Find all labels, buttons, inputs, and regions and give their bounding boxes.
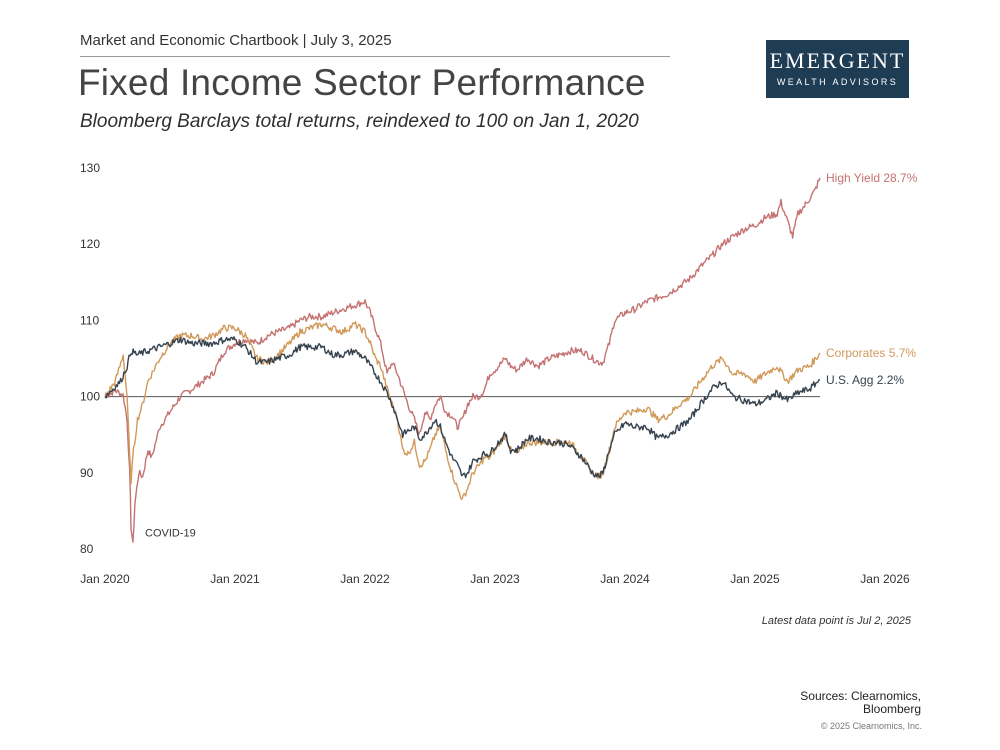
x-tick-label: Jan 2026 xyxy=(860,572,910,586)
series-line-u-s-agg xyxy=(104,336,820,479)
y-tick-label: 120 xyxy=(80,237,100,251)
page-title: Fixed Income Sector Performance xyxy=(78,62,646,103)
logo-main-text: Emergent xyxy=(769,48,906,73)
x-tick-label: Jan 2022 xyxy=(340,572,390,586)
series-end-label-u-s-agg: U.S. Agg 2.2% xyxy=(826,373,904,387)
x-tick-label: Jan 2023 xyxy=(470,572,520,586)
y-tick-label: 110 xyxy=(80,313,99,327)
copyright-text: © 2025 Clearnomics, Inc. xyxy=(820,721,922,731)
page-subtitle: Bloomberg Barclays total returns, reinde… xyxy=(80,111,639,132)
y-tick-label: 100 xyxy=(80,390,100,404)
y-tick-label: 130 xyxy=(80,161,100,175)
x-tick-label: Jan 2020 xyxy=(80,572,130,586)
x-tick-label: Jan 2025 xyxy=(730,572,780,586)
series-end-label-high-yield: High Yield 28.7% xyxy=(826,171,918,185)
series-end-label-corporates: Corporates 5.7% xyxy=(826,346,916,360)
company-logo: Emergent Wealth Advisors xyxy=(766,40,909,98)
y-tick-label: 80 xyxy=(80,542,94,556)
y-tick-label: 90 xyxy=(80,466,94,480)
series-line-high-yield xyxy=(104,177,821,543)
sources-text: Sources: Clearnomics, Bloomberg xyxy=(700,690,921,716)
x-tick-label: Jan 2021 xyxy=(210,572,260,586)
x-tick-label: Jan 2024 xyxy=(600,572,650,586)
sources-line-2: Bloomberg xyxy=(862,702,921,716)
header-divider xyxy=(80,56,670,57)
sources-line-1: Sources: Clearnomics, xyxy=(800,689,921,703)
series-line-corporates xyxy=(104,321,821,501)
covid-annotation: COVID-19 xyxy=(145,527,196,539)
logo-sub-text: Wealth Advisors xyxy=(776,77,899,87)
latest-data-note: Latest data point is Jul 2, 2025 xyxy=(761,615,911,627)
chartbook-header: Market and Economic Chartbook | July 3, … xyxy=(80,32,392,49)
